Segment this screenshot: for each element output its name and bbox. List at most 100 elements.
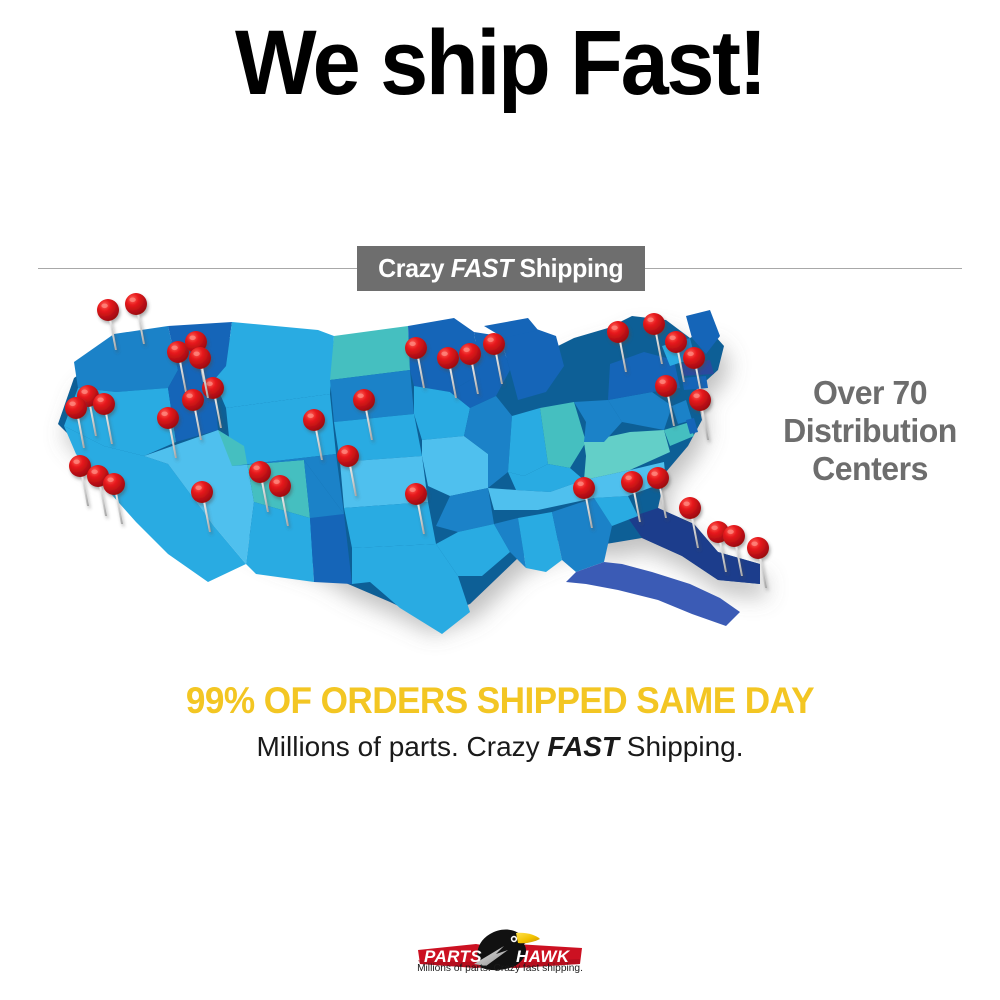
sub-tagline-emphasis: FAST xyxy=(547,731,619,762)
pin-head xyxy=(125,293,147,315)
pin-highlight xyxy=(81,389,88,395)
pin-highlight xyxy=(101,303,108,309)
pin-stem xyxy=(677,351,685,382)
logo-word-left: PARTS xyxy=(424,947,482,966)
pin-highlight xyxy=(683,501,690,507)
pin-stem xyxy=(735,545,743,576)
pin-stem xyxy=(281,495,289,526)
state-arkansas xyxy=(436,488,494,532)
stat-line-2: Distribution xyxy=(783,412,957,449)
pin-highlight xyxy=(307,413,314,419)
pin-stem xyxy=(719,541,727,572)
logo-tagline: Millions of parts. Crazy fast shipping. xyxy=(417,962,583,974)
pin-highlight xyxy=(273,479,280,485)
state-iowa xyxy=(414,386,470,440)
parts-hawk-logo[interactable]: PARTS HAWK xyxy=(412,924,588,986)
pin-head xyxy=(483,333,505,355)
state-washington xyxy=(74,326,178,392)
pin-highlight xyxy=(647,317,654,323)
state-georgia xyxy=(552,498,612,572)
pin-head xyxy=(405,483,427,505)
logo-hawk-pupil xyxy=(512,937,516,941)
pin-highlight xyxy=(161,411,168,417)
pin-head xyxy=(655,375,677,397)
map-pin xyxy=(69,455,91,506)
pin-stem xyxy=(261,481,269,512)
pin-highlight xyxy=(189,335,196,341)
pin-stem xyxy=(365,409,373,440)
pin-highlight xyxy=(195,485,202,491)
pin-stem xyxy=(691,517,699,548)
stat-line-1: Over 70 xyxy=(812,374,928,411)
pin-stem xyxy=(417,357,425,388)
pin-highlight xyxy=(727,529,734,535)
pin-highlight xyxy=(441,351,448,357)
map-pin xyxy=(337,445,359,496)
map-pin xyxy=(87,465,109,516)
pin-stem xyxy=(115,493,123,524)
map-pin xyxy=(607,321,629,372)
state-north-dakota xyxy=(330,326,410,380)
map-pin xyxy=(683,347,705,398)
crazy-fast-shipping-banner: Crazy FAST Shipping xyxy=(357,246,645,291)
pin-highlight xyxy=(69,401,76,407)
pin-stem xyxy=(633,491,641,522)
logo-word-right: HAWK xyxy=(516,947,571,966)
state-mississippi xyxy=(494,518,526,568)
state-oklahoma xyxy=(344,502,436,548)
banner-text-emphasis: FAST xyxy=(451,253,514,283)
map-state-layer xyxy=(64,310,740,634)
state-illinois xyxy=(464,396,512,488)
sub-tagline-after: Shipping. xyxy=(618,731,744,762)
pin-head xyxy=(647,467,669,489)
pin-stem xyxy=(759,557,767,588)
state-missouri xyxy=(422,436,488,496)
map-pin xyxy=(483,333,505,384)
map-pin xyxy=(665,331,687,382)
pin-stem xyxy=(315,429,323,460)
map-pin-layer xyxy=(65,293,769,588)
pin-head xyxy=(93,393,115,415)
pin-highlight xyxy=(171,345,178,351)
map-pin xyxy=(167,341,189,392)
pin-highlight xyxy=(73,459,80,465)
state-south-carolina xyxy=(594,496,638,526)
pin-head xyxy=(621,471,643,493)
state-kentucky xyxy=(508,464,584,492)
pin-head xyxy=(65,397,87,419)
pin-highlight xyxy=(341,449,348,455)
state-colorado xyxy=(232,454,344,514)
pin-highlight xyxy=(625,475,632,481)
pin-stem xyxy=(214,397,222,428)
pin-highlight xyxy=(659,379,666,385)
map-pin xyxy=(103,473,125,524)
pin-stem xyxy=(169,427,177,458)
state-florida xyxy=(566,562,740,626)
pin-head xyxy=(643,313,665,335)
state-new-mexico xyxy=(310,514,352,584)
state-tennessee xyxy=(488,480,594,510)
pin-highlight xyxy=(751,541,758,547)
map-pin xyxy=(93,393,115,444)
map-pin xyxy=(647,467,669,518)
map-pin xyxy=(157,407,179,458)
map-pin xyxy=(689,389,711,440)
pin-stem xyxy=(449,367,457,398)
pin-head xyxy=(689,389,711,411)
pin-stem xyxy=(77,417,85,448)
pin-stem xyxy=(349,465,357,496)
stat-line-3: Centers xyxy=(812,450,928,487)
map-pin xyxy=(643,313,665,364)
same-day-shipping-headline: 99% OF ORDERS SHIPPED SAME DAY xyxy=(185,680,815,721)
logo-svg: PARTS HAWK xyxy=(418,929,582,971)
pin-highlight xyxy=(97,397,104,403)
state-delaware xyxy=(686,418,698,434)
usa-distribution-map xyxy=(18,293,778,676)
pin-head xyxy=(683,347,705,369)
map-pin xyxy=(191,481,213,532)
state-michigan-up xyxy=(484,318,538,338)
pin-highlight xyxy=(669,335,676,341)
map-pin xyxy=(459,343,481,394)
map-pin xyxy=(621,471,643,522)
